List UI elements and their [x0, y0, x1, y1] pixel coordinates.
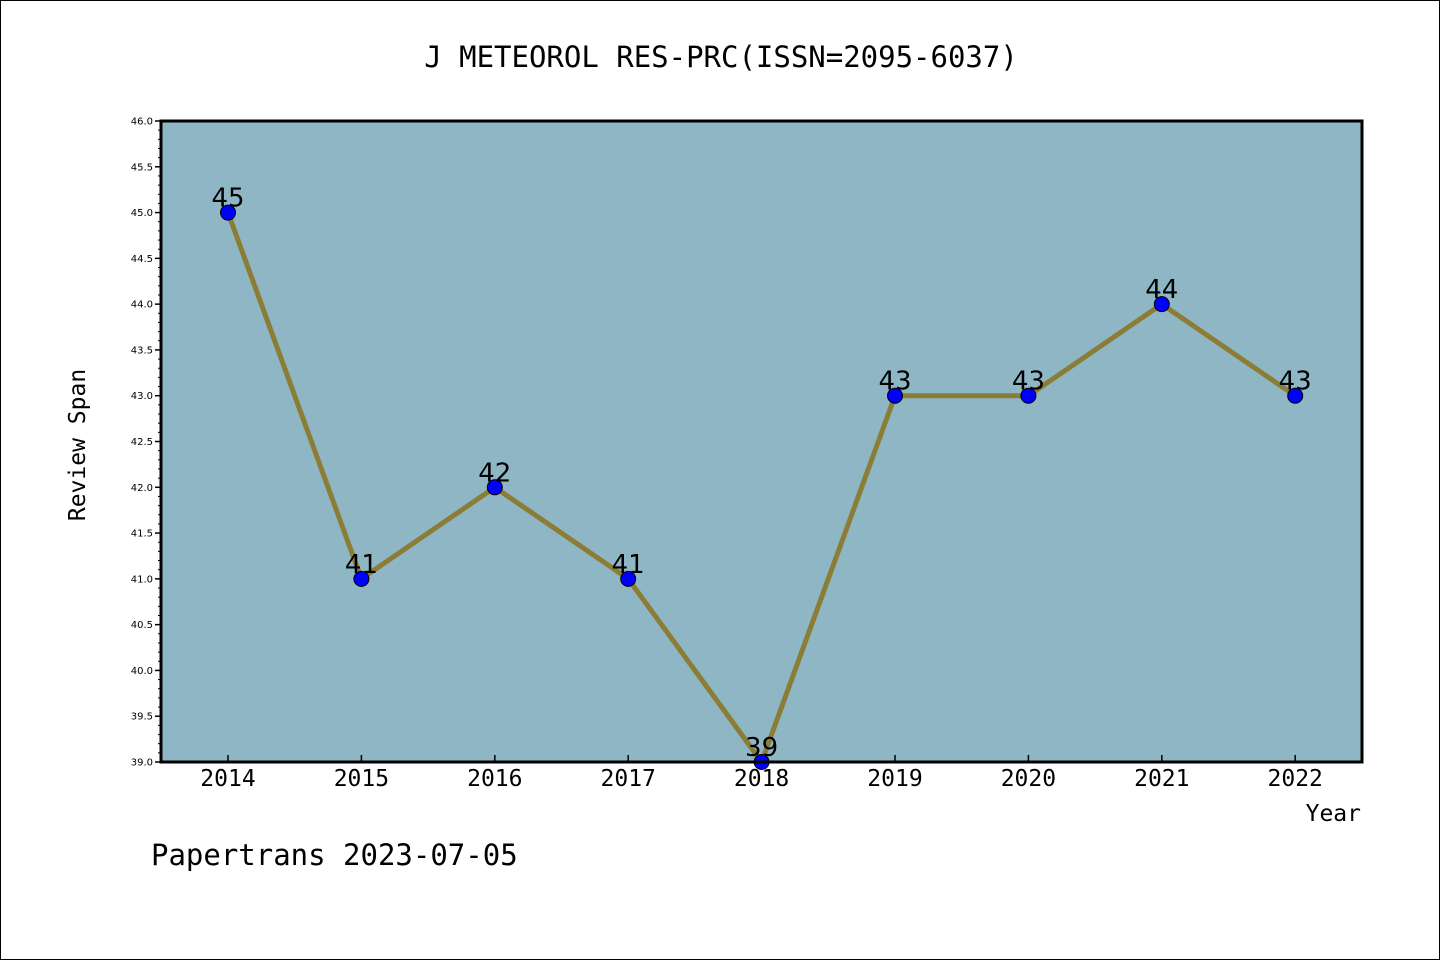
y-tick-label: 39.5: [131, 712, 153, 723]
x-tick-label: 2020: [1001, 766, 1056, 792]
x-axis-label: Year: [1306, 801, 1361, 827]
data-label: 41: [345, 550, 378, 580]
data-point: [1020, 387, 1037, 404]
data-label: 43: [878, 367, 911, 397]
data-point: [887, 387, 903, 404]
data-point: [486, 479, 503, 496]
y-axis: 39.0 39.5 40.0 40.5 41.0 41.5 42.0 42.5 43.0 43.5…: [131, 117, 161, 769]
data-label: 42: [478, 458, 511, 488]
y-tick-label: 44.5: [131, 254, 153, 265]
plot-border: [159, 119, 1364, 764]
data-point: [1287, 387, 1304, 404]
x-axis: 2014 2015 2016 2017 2018 2019 2020 2021 2022: [200, 755, 1323, 792]
data-label: 45: [211, 184, 244, 214]
x-tick-label: 2019: [867, 766, 922, 792]
chart-title: J METEOROL RES-PRC(ISSN=2095-6037): [424, 40, 1018, 74]
y-axis-label: Review Span: [65, 369, 91, 521]
x-tick-label: 2018: [734, 766, 789, 792]
y-tick-label: 42.0: [131, 483, 153, 494]
x-tick-label: 2017: [601, 766, 656, 792]
y-tick-label: 44.0: [131, 300, 153, 311]
x-tick-label: 2016: [467, 766, 522, 792]
data-label: 43: [1012, 367, 1045, 397]
y-tick-label: 41.5: [131, 529, 153, 540]
y-tick-label: 41.0: [131, 574, 153, 585]
y-tick-label: 43.0: [131, 391, 153, 402]
plot-area: [161, 121, 1362, 762]
x-tick-label: 2014: [200, 766, 255, 792]
y-tick-label: 42.5: [131, 437, 153, 448]
x-tick-label: 2022: [1268, 766, 1323, 792]
data-point: [353, 570, 370, 587]
data-label: 43: [1279, 367, 1312, 397]
y-tick-label: 40.5: [131, 620, 153, 631]
y-tick-label: 45.0: [131, 208, 153, 219]
y-tick-label: 46.0: [131, 117, 153, 128]
data-point: [620, 570, 637, 587]
y-tick-label: 40.0: [131, 666, 153, 677]
data-label: 44: [1145, 275, 1178, 305]
y-tick-label: 45.5: [131, 162, 153, 173]
data-point: [1153, 296, 1170, 313]
y-tick-label: 43.5: [131, 345, 153, 356]
data-point: [220, 204, 236, 221]
data-label: 39: [745, 733, 778, 763]
x-tick-label: 2015: [334, 766, 389, 792]
footer-text: Papertrans 2023-07-05: [151, 838, 518, 872]
y-tick-label: 39.0: [131, 758, 153, 769]
x-tick-label: 2021: [1134, 766, 1189, 792]
data-label: 41: [612, 550, 645, 580]
